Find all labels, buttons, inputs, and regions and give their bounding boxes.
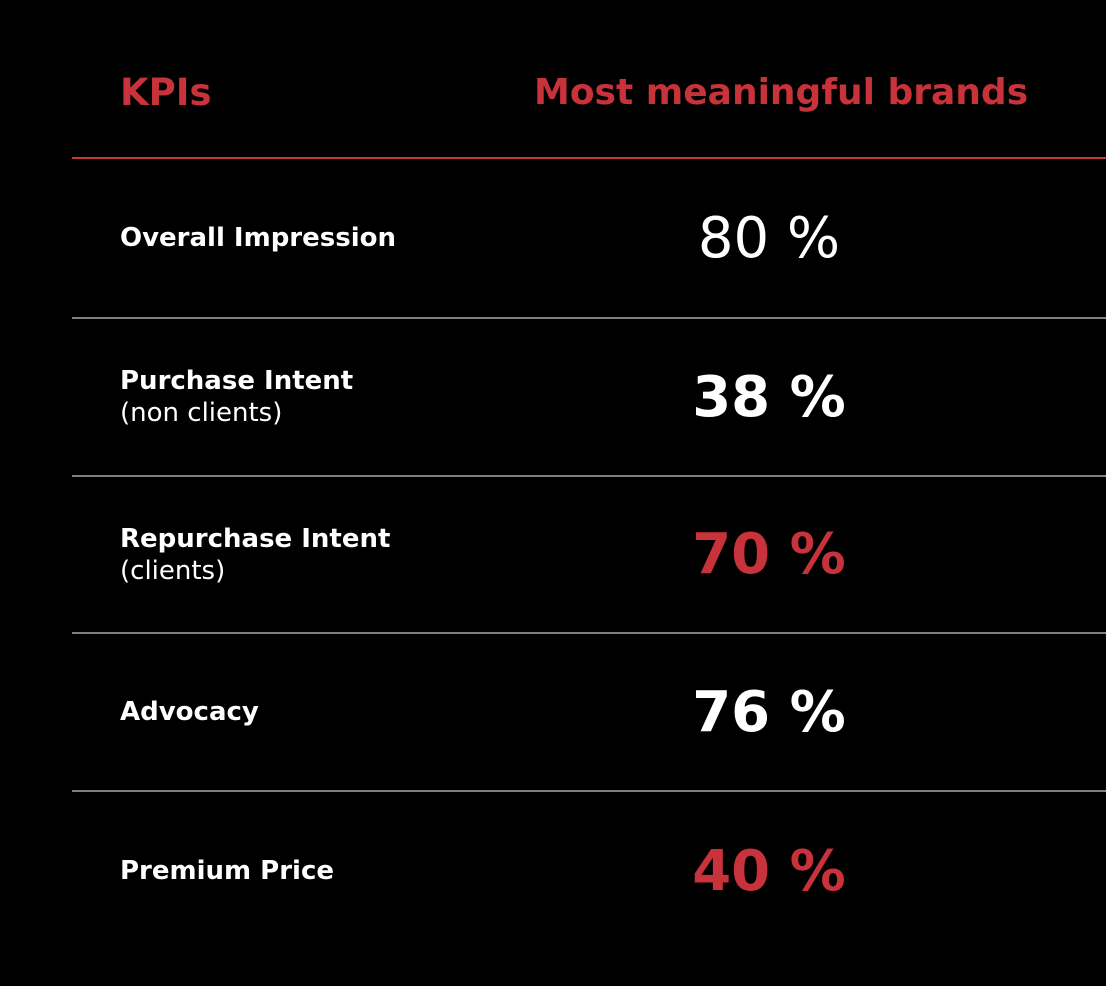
- kpi-value: 76 %: [692, 679, 846, 745]
- kpi-name: Advocacy: [120, 697, 259, 727]
- kpi-name: Overall Impression: [120, 223, 396, 253]
- kpi-value: 70 %: [692, 522, 846, 587]
- table-row: Advocacy 76 %: [72, 634, 1106, 792]
- row-label: Purchase Intent (non clients): [120, 319, 520, 475]
- table-row: Purchase Intent (non clients) 38 %: [72, 319, 1106, 477]
- kpi-table: KPIs Most meaningful brands Overall Impr…: [72, 0, 1106, 986]
- kpi-value: 80 %: [697, 205, 841, 271]
- kpi-column-header: KPIs: [120, 71, 212, 114]
- row-label: Advocacy: [120, 634, 520, 790]
- row-label: Premium Price: [120, 792, 520, 950]
- table-header: KPIs Most meaningful brands: [72, 0, 1106, 159]
- table-row: Overall Impression 80 %: [72, 159, 1106, 319]
- kpi-qualifier: (non clients): [120, 398, 283, 428]
- table-row: Premium Price 40 %: [72, 792, 1106, 950]
- kpi-name: Premium Price: [120, 856, 335, 886]
- table-row: Repurchase Intent (clients) 70 %: [72, 477, 1106, 634]
- kpi-name: Repurchase Intent: [120, 523, 391, 554]
- row-label: Repurchase Intent (clients): [120, 477, 520, 632]
- kpi-value: 38 %: [692, 364, 846, 430]
- row-label: Overall Impression: [120, 159, 520, 317]
- kpi-value: 40 %: [692, 838, 846, 904]
- kpi-qualifier: (clients): [120, 555, 226, 586]
- kpi-name: Purchase Intent: [120, 366, 354, 396]
- brands-column-header: Most meaningful brands: [534, 72, 1029, 113]
